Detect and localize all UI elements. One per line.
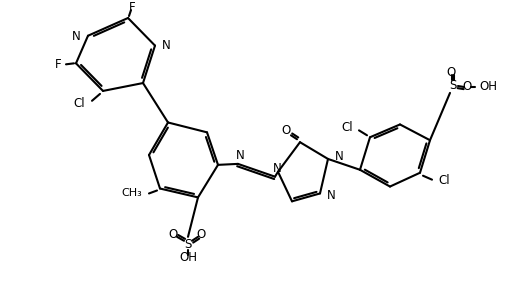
Text: Cl: Cl (438, 174, 450, 187)
Text: O: O (446, 66, 456, 79)
Text: N: N (72, 30, 81, 43)
Text: O: O (462, 81, 472, 93)
Text: N: N (327, 189, 336, 202)
Text: N: N (272, 162, 281, 175)
Text: OH: OH (179, 251, 197, 264)
Text: N: N (162, 39, 171, 52)
Text: S: S (184, 238, 192, 251)
Text: S: S (450, 78, 457, 91)
Text: O: O (197, 228, 206, 241)
Text: Cl: Cl (73, 97, 85, 110)
Text: O: O (168, 228, 178, 241)
Text: N: N (335, 151, 344, 163)
Text: O: O (281, 124, 290, 137)
Text: Cl: Cl (341, 121, 353, 134)
Text: F: F (55, 58, 62, 71)
Text: CH₃: CH₃ (121, 188, 142, 198)
Text: N: N (236, 149, 245, 163)
Text: OH: OH (479, 81, 497, 93)
Text: F: F (129, 1, 135, 14)
